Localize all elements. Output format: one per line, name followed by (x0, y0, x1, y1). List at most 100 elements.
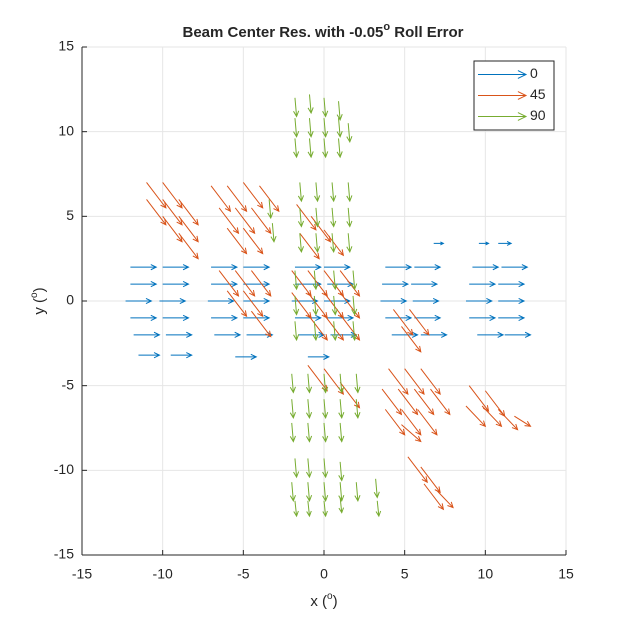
arrow (307, 94, 314, 115)
legend: 0 45 90 (473, 60, 555, 131)
arrow (259, 185, 280, 213)
arrow (218, 270, 240, 297)
chart-title: Beam Center Res. with -0.05o Roll Error (183, 21, 464, 41)
legend-arrow (478, 112, 528, 121)
arrow (162, 199, 183, 226)
arrow (385, 314, 413, 321)
arrow (226, 290, 248, 318)
arrow (289, 482, 296, 502)
arrow (297, 207, 305, 228)
arrow (465, 297, 493, 305)
arrow (436, 490, 454, 509)
arrow (312, 295, 319, 316)
arrow (291, 297, 319, 305)
arrow (382, 281, 410, 288)
arrow (469, 281, 497, 288)
arrow (162, 182, 183, 209)
arrow (178, 216, 199, 243)
arrow (314, 207, 321, 228)
arrow (330, 233, 337, 254)
title-superscript: o (383, 21, 390, 33)
arrow (322, 500, 328, 518)
arrow (293, 295, 300, 316)
x-tick-label: 15 (558, 566, 574, 582)
arrow (234, 270, 256, 297)
arrow (170, 352, 193, 359)
arrow (243, 281, 271, 288)
arrow (465, 405, 487, 428)
arrow (351, 321, 358, 342)
arrow (327, 314, 355, 321)
title-suffix: Roll Error (390, 24, 464, 41)
arrow (297, 182, 305, 203)
arrow (162, 281, 190, 288)
xlabel-superscript: o (327, 591, 333, 602)
arrow (375, 500, 382, 518)
arrow (270, 223, 277, 243)
arrow (293, 500, 299, 518)
arrow (305, 482, 313, 502)
arrow (322, 118, 329, 138)
arrow (307, 292, 328, 319)
arrow (322, 458, 329, 479)
arrow (211, 281, 239, 288)
arrow (413, 388, 435, 416)
arrow (293, 458, 300, 479)
arrow (307, 270, 328, 297)
x-tick-label: 5 (401, 566, 409, 582)
arrow (125, 297, 153, 305)
arrow (351, 270, 358, 291)
arrow (330, 207, 337, 228)
arrow (330, 182, 337, 203)
arrow (336, 138, 343, 159)
arrow (338, 399, 345, 419)
arrow (297, 233, 305, 254)
arrow (322, 373, 329, 394)
arrow (385, 264, 413, 271)
arrow (294, 314, 322, 321)
arrow (293, 138, 300, 159)
arrow (433, 241, 445, 246)
arrow (289, 399, 296, 419)
arrow (423, 483, 445, 511)
arrow (307, 138, 314, 159)
arrow (307, 118, 314, 138)
arrow (323, 270, 345, 297)
arrow (384, 409, 406, 436)
arrow (130, 314, 158, 321)
series-1 (146, 182, 532, 511)
x-tick-label: 10 (478, 566, 494, 582)
arrow (234, 207, 256, 235)
arrow (226, 227, 248, 255)
arrow (469, 314, 497, 321)
arrow (293, 118, 300, 138)
arrow (498, 297, 526, 305)
series-0 (125, 241, 532, 360)
arrow (478, 241, 490, 246)
arrow (312, 270, 319, 291)
ylabel-suffix: ) (31, 287, 48, 292)
arrow (323, 292, 345, 319)
ylabel-superscript: o (29, 292, 40, 298)
arrow (414, 314, 442, 321)
arrow (162, 216, 183, 243)
arrow (243, 297, 271, 305)
x-axis-label: x (o) (310, 591, 337, 610)
series-2 (267, 94, 382, 518)
arrow (293, 97, 300, 118)
y-tick-label: 5 (66, 207, 74, 223)
arrow (306, 500, 312, 518)
xlabel-suffix: ) (333, 593, 338, 610)
arrow (498, 314, 526, 321)
arrow (165, 331, 193, 338)
arrow (331, 295, 338, 316)
arrow (130, 281, 158, 288)
arrow (289, 422, 296, 443)
arrow (289, 373, 296, 394)
ylabel-text: y ( (31, 298, 48, 315)
arrow (211, 314, 239, 321)
arrow (307, 314, 328, 341)
arrow (420, 466, 441, 494)
